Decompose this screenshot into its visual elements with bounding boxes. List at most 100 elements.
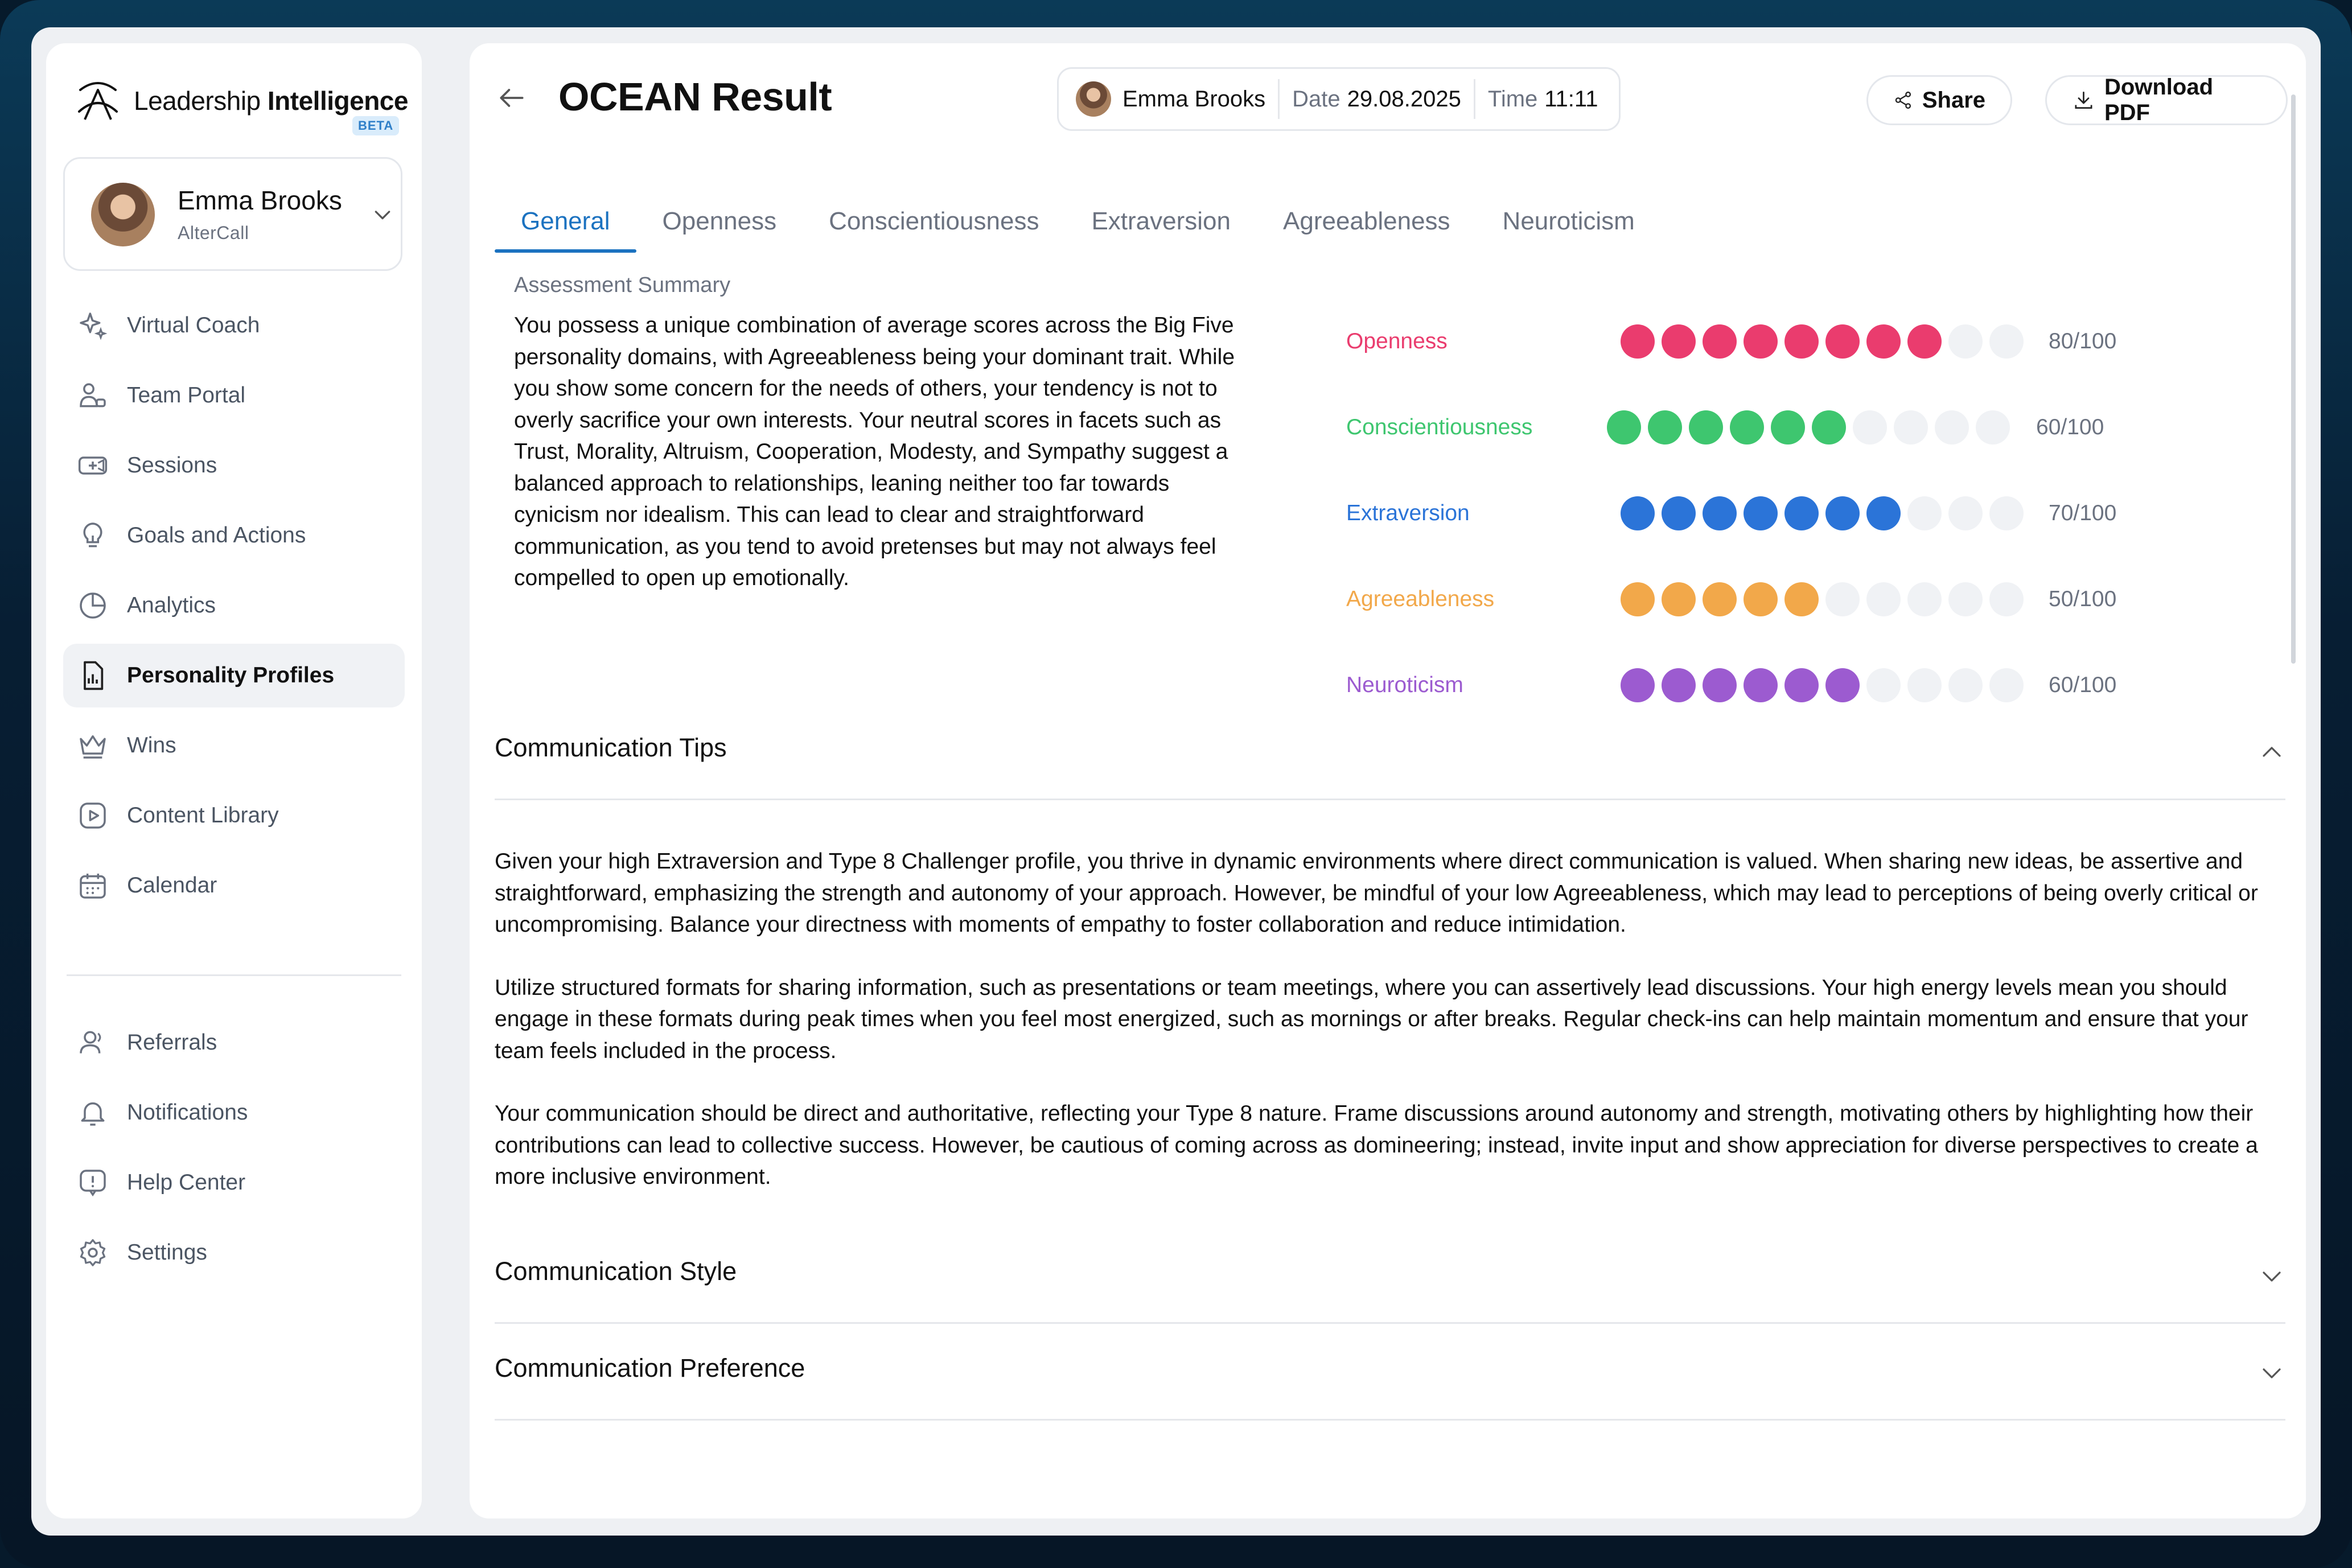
score-dots xyxy=(1621,496,2030,530)
score-dot-empty xyxy=(1894,410,1928,445)
score-row-openness: Openness 80/100 xyxy=(1346,318,2116,363)
score-dot-filled xyxy=(1621,496,1655,530)
report-chart-icon xyxy=(84,661,104,690)
chevron-down-icon xyxy=(2263,1271,2281,1282)
sidebar-item-analytics[interactable]: Analytics xyxy=(63,574,405,637)
score-dot-filled xyxy=(1784,582,1819,616)
crown-icon xyxy=(80,735,106,759)
score-value: 60/100 xyxy=(2049,673,2117,697)
score-dot-filled xyxy=(1730,410,1764,445)
pie-chart-icon xyxy=(80,592,106,619)
score-dots xyxy=(1621,324,2030,359)
bell-icon xyxy=(81,1102,105,1126)
score-name: Agreeableness xyxy=(1346,587,1495,611)
score-dot-filled xyxy=(1812,410,1846,445)
sidebar-item-team-portal[interactable]: Team Portal xyxy=(63,364,405,427)
video-camera-icon xyxy=(78,456,108,475)
score-dot-empty xyxy=(1989,496,2024,530)
app-name-bold: Intelligence xyxy=(267,86,409,116)
sidebar-item-personality-profiles[interactable]: Personality Profiles xyxy=(63,644,405,707)
sidebar-item-sessions[interactable]: Sessions xyxy=(63,434,405,497)
meta-user-name: Emma Brooks xyxy=(1122,86,1266,112)
sidebar-secondary-nav: Referrals Notifications Help Center Sett… xyxy=(63,1011,405,1291)
user-switcher[interactable]: Emma Brooks AlterCall xyxy=(63,157,402,271)
sidebar-item-label: Notifications xyxy=(127,1100,248,1125)
score-dot-empty xyxy=(1989,324,2024,359)
download-pdf-button[interactable]: Download PDF xyxy=(2045,75,2288,125)
score-dot-empty xyxy=(1825,582,1860,616)
score-row-neuroticism: Neuroticism 60/100 xyxy=(1346,661,2116,707)
tab-neuroticism[interactable]: Neuroticism xyxy=(1502,207,1635,235)
score-dot-filled xyxy=(1662,324,1696,359)
score-dot-filled xyxy=(1744,324,1778,359)
score-dot-empty xyxy=(1976,410,2010,445)
sidebar-item-label: Referrals xyxy=(127,1030,217,1055)
main-panel: OCEAN Result Emma Brooks Date 29.08.2025… xyxy=(470,43,2306,1518)
sidebar-item-calendar[interactable]: Calendar xyxy=(63,854,405,917)
communication-preference-header[interactable]: Communication Preference xyxy=(495,1324,2285,1421)
tab-agreeableness[interactable]: Agreeableness xyxy=(1283,207,1450,235)
tab-general[interactable]: General xyxy=(495,196,636,253)
sidebar-item-notifications[interactable]: Notifications xyxy=(63,1081,405,1145)
calendar-icon xyxy=(80,874,106,899)
communication-tips-header[interactable]: Communication Tips xyxy=(495,703,2285,800)
sidebar-item-settings[interactable]: Settings xyxy=(63,1221,405,1285)
share-button[interactable]: Share xyxy=(1866,75,2012,125)
communication-tips-body: Given your high Extraversion and Type 8 … xyxy=(495,846,2288,1224)
sidebar-item-label: Team Portal xyxy=(127,383,246,408)
download-label: Download PDF xyxy=(2104,75,2214,125)
sidebar-item-label: Virtual Coach xyxy=(127,313,260,338)
score-dot-empty xyxy=(1948,324,1983,359)
sidebar-item-content-library[interactable]: Content Library xyxy=(63,784,405,847)
avatar xyxy=(91,183,155,246)
app-logo[interactable]: Leadership Intelligence xyxy=(75,77,408,124)
score-name: Conscientiousness xyxy=(1346,415,1533,439)
tab-extraversion[interactable]: Extraversion xyxy=(1091,207,1231,235)
referrals-icon xyxy=(80,1031,101,1053)
sidebar-item-goals-and-actions[interactable]: Goals and Actions xyxy=(63,504,405,567)
score-dot-filled xyxy=(1703,496,1737,530)
score-dot-filled xyxy=(1907,324,1942,359)
sidebar-item-referrals[interactable]: Referrals xyxy=(63,1011,405,1075)
chevron-down-icon xyxy=(375,211,390,220)
sidebar-item-help-center[interactable]: Help Center xyxy=(63,1151,405,1215)
date-value: 29.08.2025 xyxy=(1347,86,1461,112)
score-dot-filled xyxy=(1784,668,1819,702)
download-icon xyxy=(2075,91,2092,109)
sidebar-item-virtual-coach[interactable]: Virtual Coach xyxy=(63,294,405,357)
score-row-conscientiousness: Conscientiousness 60/100 xyxy=(1346,404,2104,449)
score-dot-filled xyxy=(1784,496,1819,530)
score-value: 50/100 xyxy=(2049,587,2117,611)
score-row-agreeableness: Agreeableness 50/100 xyxy=(1346,575,2116,621)
tab-conscientiousness[interactable]: Conscientiousness xyxy=(829,207,1039,235)
tab-openness[interactable]: Openness xyxy=(662,207,777,235)
score-dot-empty xyxy=(1866,582,1901,616)
sidebar-divider xyxy=(67,974,401,976)
sidebar-item-label: Calendar xyxy=(127,873,217,898)
page-title: OCEAN Result xyxy=(558,75,832,119)
back-arrow-icon[interactable] xyxy=(496,82,528,114)
user-name: Emma Brooks xyxy=(178,186,342,215)
score-dot-filled xyxy=(1703,582,1737,616)
score-dot-filled xyxy=(1662,582,1696,616)
time-label: Time xyxy=(1487,86,1538,112)
score-dot-filled xyxy=(1703,324,1737,359)
sidebar-item-label: Sessions xyxy=(127,453,217,478)
sidebar-item-wins[interactable]: Wins xyxy=(63,714,405,777)
score-dot-empty xyxy=(1853,410,1887,445)
score-dot-filled xyxy=(1689,410,1723,445)
score-name: Openness xyxy=(1346,329,1448,353)
scrollbar[interactable] xyxy=(2291,94,2296,664)
avatar xyxy=(1076,81,1111,117)
app-name-regular: Leadership xyxy=(134,86,261,116)
gear-icon xyxy=(80,1239,106,1266)
help-icon xyxy=(80,1170,106,1197)
score-value: 60/100 xyxy=(2036,415,2104,439)
communication-style-header[interactable]: Communication Style xyxy=(495,1227,2285,1324)
chevron-down-icon xyxy=(2263,1368,2281,1378)
divider xyxy=(1473,79,1475,119)
score-dot-empty xyxy=(1989,582,2024,616)
sidebar-item-label: Settings xyxy=(127,1240,207,1265)
user-organization: AlterCall xyxy=(178,223,249,243)
